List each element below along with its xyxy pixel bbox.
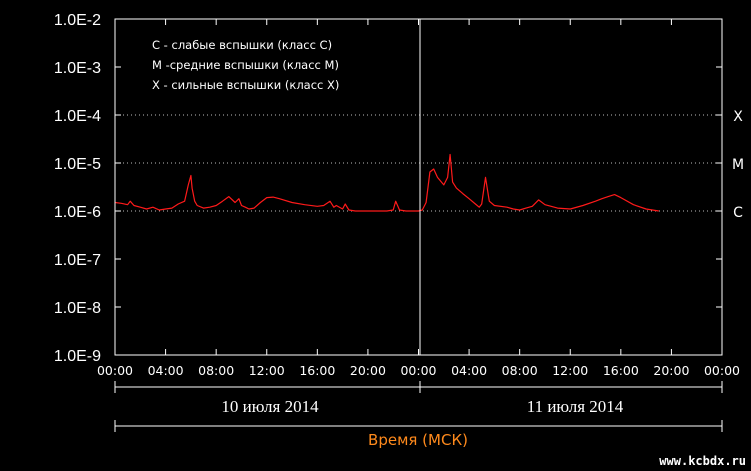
- legend: С - слабые вспышки (класс С) М -средние …: [152, 38, 339, 92]
- x-tick-label: 08:00: [198, 363, 234, 378]
- x-tick-label: 04:00: [148, 363, 184, 378]
- y-tick-label: 1.0E-5: [54, 156, 101, 173]
- flare-class-label-m: M: [732, 157, 744, 173]
- x-tick-label: 20:00: [350, 363, 386, 378]
- day-label-1: 10 июля 2014: [221, 397, 319, 416]
- x-tick-label: 08:00: [502, 363, 538, 378]
- flare-class-label-c: C: [733, 205, 743, 221]
- y-tick-label: 1.0E-7: [54, 252, 101, 269]
- x-tick-label: 16:00: [299, 363, 335, 378]
- x-tick-label: 00:00: [400, 363, 436, 378]
- x-tick-labels: 00:00 04:00 08:00 12:00 16:00 20:00 00:00 04:00…: [97, 363, 740, 378]
- legend-item-c: С - слабые вспышки (класс С): [152, 38, 332, 52]
- legend-item-x: Х - сильные вспышки (класс Х): [152, 78, 339, 92]
- xray-flux-series-line: [114, 153, 659, 212]
- x-tick-label: 16:00: [603, 363, 639, 378]
- day-label-2: 11 июля 2014: [527, 397, 624, 416]
- y-tick-label: 1.0E-9: [54, 348, 101, 365]
- x-tick-label: 12:00: [552, 363, 588, 378]
- flare-class-label-x: X: [733, 109, 743, 125]
- flare-class-lines: [115, 114, 722, 212]
- y-tick-label: 1.0E-2: [54, 12, 101, 29]
- y-tick-labels: 1.0E-2 1.0E-3 1.0E-4 1.0E-5 1.0E-6 1.0E-7 1.0E…: [54, 12, 101, 365]
- series-layer: [114, 153, 659, 212]
- x-tick-label: 04:00: [451, 363, 487, 378]
- x-tick-label: 00:00: [704, 363, 740, 378]
- y-tick-label: 1.0E-4: [54, 108, 101, 125]
- y-tick-label: 1.0E-3: [54, 60, 101, 77]
- y-tick-label: 1.0E-6: [54, 204, 101, 221]
- axis-ticks: [114, 18, 723, 356]
- watermark: www.kcbdx.ru: [659, 454, 746, 468]
- flare-class-labels: X M C: [732, 109, 744, 221]
- x-tick-label: 20:00: [653, 363, 689, 378]
- y-tick-label: 1.0E-8: [54, 300, 101, 317]
- x-axis-title: Время (МСК): [368, 431, 468, 449]
- day-brackets: 10 июля 2014 11 июля 2014: [114, 381, 723, 432]
- x-tick-label: 00:00: [97, 363, 133, 378]
- legend-item-m: М -средние вспышки (класс М): [152, 58, 339, 72]
- x-tick-label: 12:00: [249, 363, 285, 378]
